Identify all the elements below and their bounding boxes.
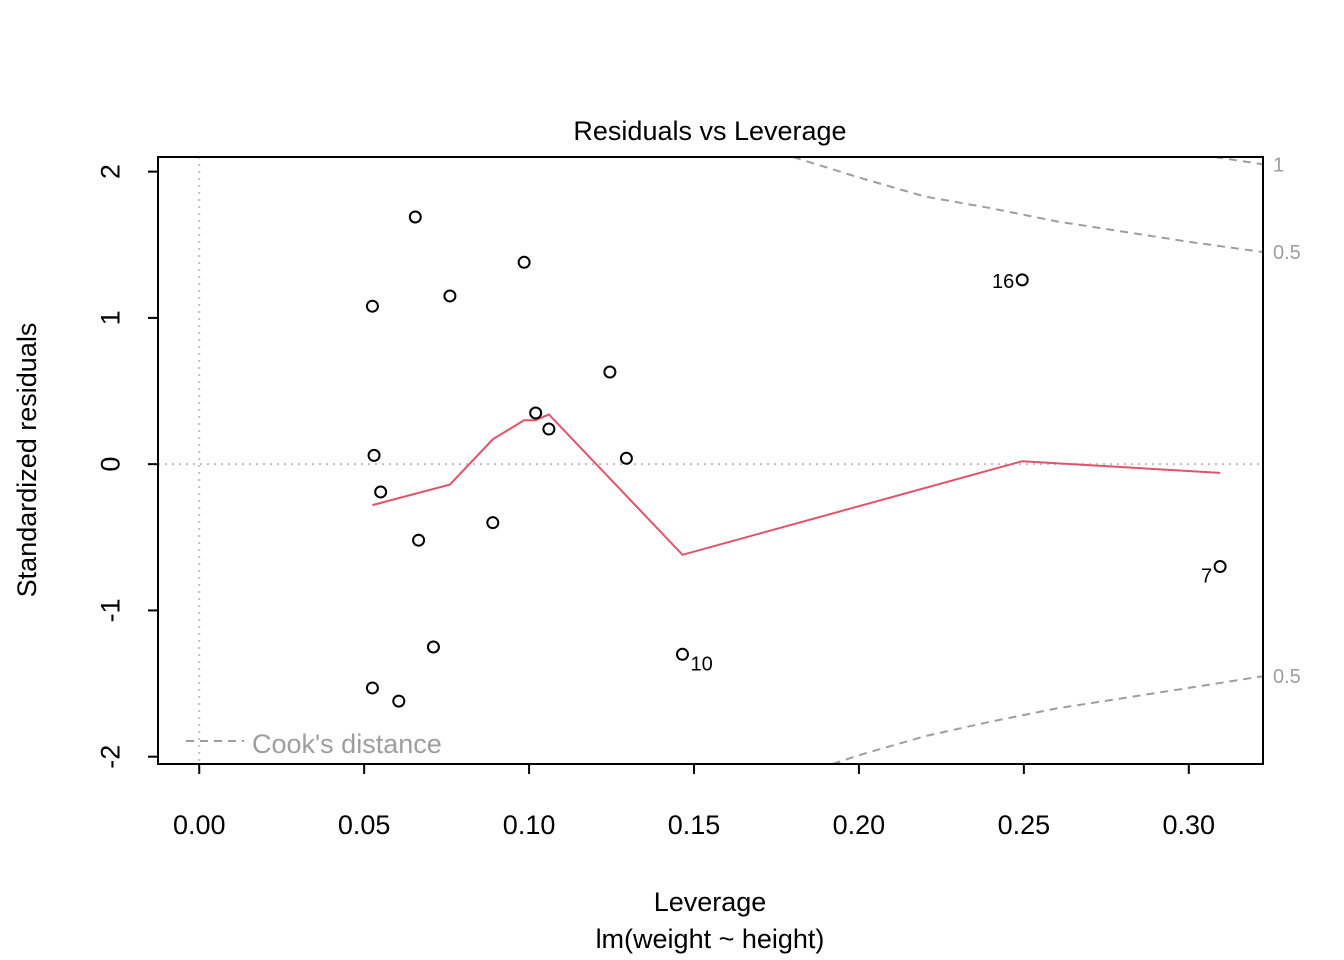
data-point <box>412 533 426 547</box>
cooks-label-1: 1 <box>1273 154 1284 176</box>
data-point <box>542 422 556 436</box>
cooks-contour-upper-1 <box>1215 156 1264 166</box>
x-tick-label: 0.30 <box>1163 810 1216 840</box>
data-point <box>1213 560 1227 574</box>
y-axis-label: Standardized residuals <box>12 323 42 598</box>
y-tick-label: -2 <box>95 745 125 769</box>
y-tick-label: 1 <box>95 310 125 325</box>
y-tick-label: -1 <box>95 598 125 622</box>
x-tick-label: 0.00 <box>173 810 226 840</box>
data-point <box>603 365 617 379</box>
cooks-distance-contours: 1 0.5 0.5 <box>792 154 1301 765</box>
point-label-16: 16 <box>992 271 1014 293</box>
point-label-7: 7 <box>1201 566 1212 588</box>
reference-lines <box>158 157 1263 764</box>
data-points: 10 16 7 <box>365 210 1227 708</box>
cooks-contour-upper-0-5 <box>792 156 1264 254</box>
data-point <box>486 516 500 530</box>
cooks-label-lower-0-5: 0.5 <box>1273 666 1301 688</box>
data-point <box>426 640 440 654</box>
data-point <box>517 255 531 269</box>
x-tick-label: 0.10 <box>503 810 556 840</box>
x-axis-label: Leverage <box>654 887 767 917</box>
x-tick-label: 0.25 <box>998 810 1051 840</box>
legend: Cook's distance <box>186 729 442 759</box>
smoother-line-group <box>372 413 1221 556</box>
smoother-line <box>372 413 1221 556</box>
data-point <box>392 694 406 708</box>
data-point <box>619 451 633 465</box>
x-tick-label: 0.20 <box>833 810 886 840</box>
cooks-contour-lower-0-5 <box>832 675 1264 765</box>
data-point <box>443 289 457 303</box>
data-point <box>1015 273 1029 287</box>
axes: 0.00 0.05 0.10 0.15 0.20 0.25 0.30 -2 -1 0 1 2 <box>95 156 1264 840</box>
data-point <box>367 448 381 462</box>
chart-title: Residuals vs Leverage <box>573 116 846 146</box>
data-point <box>408 210 422 224</box>
data-point <box>374 485 388 499</box>
data-point <box>529 406 543 420</box>
x-tick-label: 0.05 <box>338 810 391 840</box>
cooks-label-upper-0-5: 0.5 <box>1273 242 1301 264</box>
legend-label: Cook's distance <box>252 729 442 759</box>
x-tick-label: 0.15 <box>668 810 721 840</box>
y-tick-label: 0 <box>95 457 125 472</box>
y-tick-label: 2 <box>95 164 125 179</box>
data-point <box>365 681 379 695</box>
data-point <box>675 647 689 661</box>
data-point <box>365 299 379 313</box>
chart-subtitle: lm(weight ~ height) <box>596 924 825 954</box>
point-label-10: 10 <box>690 653 712 675</box>
